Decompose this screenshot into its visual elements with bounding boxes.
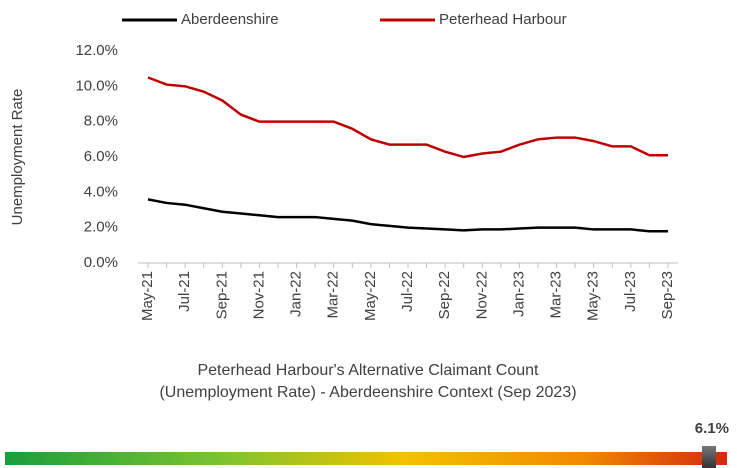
x-tick-label: Sep-22 [436,271,453,319]
x-tick-label: Mar-23 [548,271,565,319]
x-tick-label: Mar-22 [325,271,342,319]
y-tick-label: 12.0% [75,42,118,59]
y-tick-label: 10.0% [75,77,118,94]
legend-label: Peterhead Harbour [439,11,567,28]
x-tick-label: Nov-22 [473,271,490,319]
x-tick-label: May-21 [139,271,156,321]
y-tick-label: 6.0% [84,148,118,165]
indicator-marker [702,446,716,468]
x-tick-label: May-22 [362,271,379,321]
x-tick-label: Jul-21 [176,271,193,312]
line-series [147,198,668,233]
x-tick-label: Nov-21 [250,271,267,319]
y-tick-label: 2.0% [84,219,118,236]
x-tick-label: Jul-23 [622,271,639,312]
y-tick-label: 8.0% [84,113,118,130]
x-tick-label: Sep-23 [659,271,676,319]
gradient-bar [5,452,727,465]
y-tick-label: 4.0% [84,183,118,200]
legend-label: Aberdeenshire [181,11,279,28]
line-series [147,76,668,159]
y-axis-label: Unemployment Rate [9,89,26,226]
indicator-label: 6.1% [694,420,729,437]
x-tick-label: Jul-22 [399,271,416,312]
chart: Unemployment Rate 0.0% 2.0% 4.0% 6.0% 8.0% 10.… [9,11,678,321]
x-tick-label: Jan-23 [510,271,527,317]
x-tick-label: Sep-21 [213,271,230,319]
y-tick-label: 0.0% [84,254,118,271]
chart-title: Peterhead Harbour's Alternative Claimant… [159,362,577,401]
x-tick-label: Jan-22 [288,271,305,317]
x-tick-label: May-23 [585,271,602,321]
